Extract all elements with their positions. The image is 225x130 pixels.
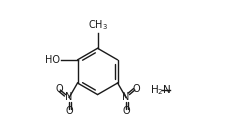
Text: HO: HO bbox=[45, 55, 60, 65]
Text: O: O bbox=[55, 84, 62, 94]
Text: O: O bbox=[122, 106, 129, 116]
Text: O: O bbox=[65, 106, 73, 116]
Text: N: N bbox=[122, 92, 129, 102]
Text: CH$_3$: CH$_3$ bbox=[87, 18, 107, 32]
Text: O: O bbox=[132, 84, 140, 94]
Text: N: N bbox=[65, 92, 72, 102]
Text: H$_2$N: H$_2$N bbox=[149, 83, 171, 97]
